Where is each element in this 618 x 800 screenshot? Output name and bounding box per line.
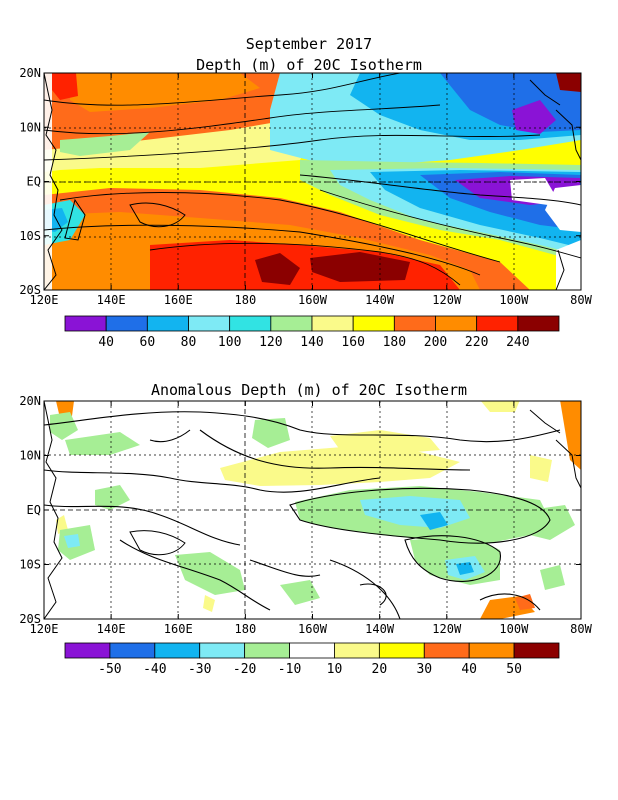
chart1-xtick-label: 140W [365,293,395,307]
chart1-colorbar-swatch [270,315,313,332]
chart1-colorbar-swatch [476,315,519,332]
chart2-ytick-label: 10S [19,558,41,572]
chart2-colorbar-label: -10 [278,662,301,677]
chart2-colorbar-label: -50 [98,662,121,677]
chart1-ytick-label: 10N [19,120,41,134]
chart1-xtick-label: 160W [298,293,328,307]
chart1-colorbar-swatch [146,315,189,332]
chart2-colorbar-swatch [199,642,246,659]
chart2-xtick-label: 160E [164,622,193,636]
chart1-colorbar-label: 180 [383,335,406,350]
chart1-colorbar-label: 240 [506,335,529,350]
chart2-colorbar-label: -30 [188,662,211,677]
chart1-colorbar-swatch [229,315,272,332]
chart2-colorbar-swatch [513,642,560,659]
chart2-ytick-label: 20S [19,612,41,626]
chart2-colorbar-swatch [468,642,515,659]
chart1-xtick-label: 100W [499,293,529,307]
chart2-xtick-label: 160W [298,622,328,636]
chart1-colorbar-label: 40 [98,335,114,350]
chart1-colorbar-label: 80 [181,335,197,350]
chart2-axes: 120E 140E 160E 180 160W 140W 120W 100W 80W 20N 10N… [19,394,592,636]
chart2-colorbar-swatch [244,642,290,659]
chart2-colorbar-swatch [154,642,201,659]
chart2-colorbar-label: 50 [506,662,522,677]
chart1-plot [44,73,581,290]
chart2-colorbar-label: 10 [327,662,343,677]
chart2-colorbar: -50 -40 -30 -20 -10 10 20 30 40 50 [64,642,560,677]
chart2-colorbar-swatch [109,642,156,659]
chart1-ytick-label: 20S [19,283,41,297]
chart1-colorbar-swatch [517,315,560,332]
chart2-ytick-label: EQ [27,503,41,517]
chart2-plot [44,401,581,619]
chart1-colorbar-label: 220 [465,335,488,350]
chart2-xtick-label: 80W [570,622,592,636]
chart1-xtick-label: 120W [432,293,462,307]
chart2-xtick-label: 100W [499,622,529,636]
chart1-xtick-label: 140E [97,293,126,307]
chart1-ytick-label: EQ [27,175,41,189]
chart1-colorbar: 40 60 80 100 120 140 160 180 200 220 240 [64,315,560,350]
chart2-xtick-label: 120W [432,622,462,636]
chart2-xtick-label: 140E [97,622,126,636]
chart1-colorbar-swatch [393,315,436,332]
chart2-colorbar-swatch [334,642,380,659]
chart2-colorbar-swatch [64,642,111,659]
chart2-colorbar-label: -40 [143,662,166,677]
chart1-colorbar-label: 160 [341,335,364,350]
chart1-ytick-label: 20N [19,66,41,80]
chart1-xtick-label: 120E [30,293,59,307]
chart1-axes: 120E 140E 160E 180 160W 140W 120W 100W 80W 20N 10N… [19,66,592,307]
chart2-title: Anomalous Depth (m) of 20C Isotherm [150,381,468,399]
chart1-colorbar-swatch [435,315,478,332]
chart-date-title: September 2017 [245,35,373,53]
chart1-colorbar-swatch [64,315,107,332]
chart2-colorbar-swatch [289,642,335,659]
chart2-xtick-label: 180 [235,622,257,636]
chart2-colorbar-label: 30 [416,662,432,677]
chart1-xtick-label: 160E [164,293,193,307]
chart2-colorbar-label: -20 [233,662,256,677]
chart1-colorbar-swatch [188,315,231,332]
chart1-colorbar-label: 140 [300,335,323,350]
chart1-colorbar-label: 120 [259,335,282,350]
chart2-colorbar-swatch [423,642,470,659]
chart2-ytick-label: 10N [19,449,41,463]
chart2-colorbar-swatch [378,642,425,659]
chart1-colorbar-label: 200 [424,335,447,350]
chart1-title: Depth (m) of 20C Isotherm [196,56,422,74]
chart2-xtick-label: 120E [30,622,59,636]
chart2-ytick-label: 20N [19,394,41,408]
chart1-colorbar-label: 60 [140,335,156,350]
chart1-colorbar-swatch [105,315,148,332]
chart1-ytick-label: 10S [19,229,41,243]
chart2-colorbar-label: 20 [372,662,388,677]
chart1-xtick-label: 80W [570,293,592,307]
chart1-colorbar-label: 100 [218,335,241,350]
chart1-colorbar-swatch [352,315,395,332]
chart1-xtick-label: 180 [235,293,257,307]
chart2-colorbar-label: 40 [461,662,477,677]
chart2-xtick-label: 140W [365,622,395,636]
chart1-colorbar-swatch [311,315,354,332]
